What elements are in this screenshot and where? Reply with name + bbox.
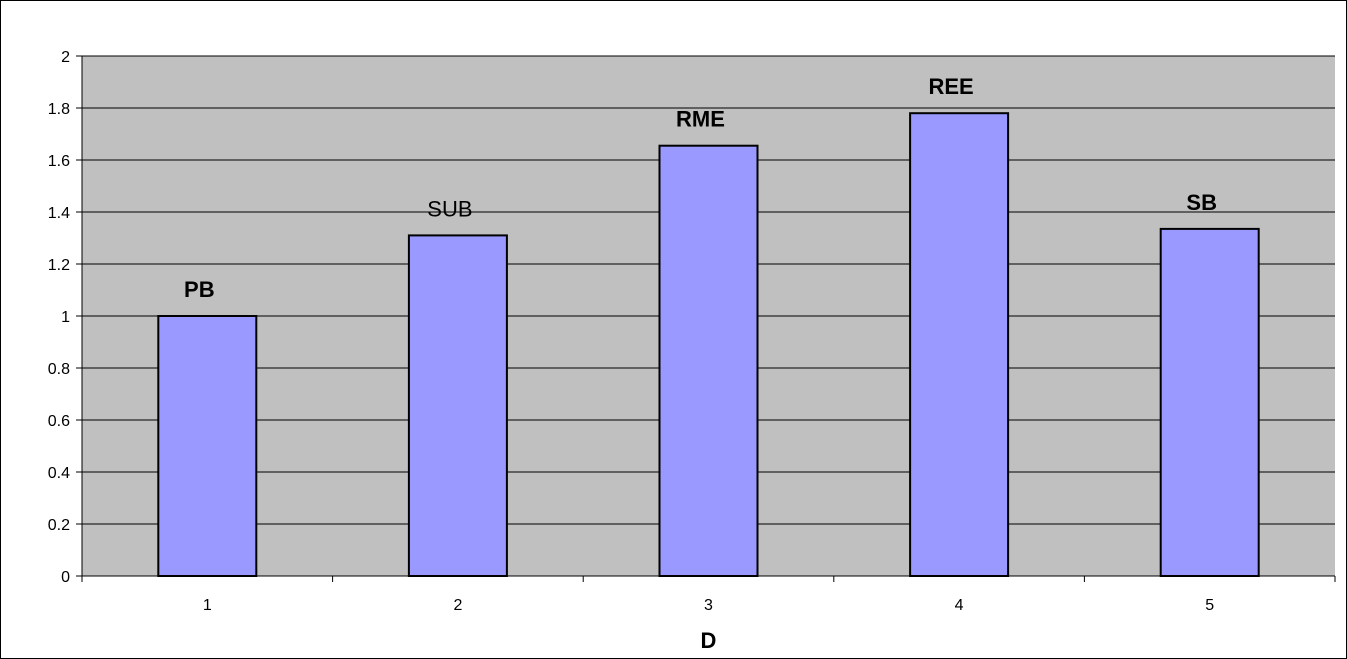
y-tick-label: 2	[61, 49, 70, 66]
bars	[157, 112, 1260, 577]
y-tick-label: 0.4	[48, 465, 70, 482]
bar-label: SUB	[427, 196, 472, 221]
y-tick-label: 0.2	[48, 517, 70, 534]
bar-labels: PB SUB RME REE SB	[184, 74, 1217, 302]
y-tick-label: 1	[61, 309, 70, 326]
y-axis: 0 0.2 0.4 0.6 0.8 1 1.2 1.4 1.6 1.8 2	[48, 49, 83, 586]
bar	[909, 112, 1010, 577]
x-axis: 1 2 3 4 5	[81, 575, 1336, 614]
bar	[1159, 227, 1260, 577]
bar-label: PB	[184, 277, 215, 302]
bar-label: REE	[928, 74, 973, 99]
y-tick-label: 1.8	[48, 101, 70, 118]
x-tick-label: 1	[203, 597, 212, 614]
y-tick-label: 1.2	[48, 257, 70, 274]
x-tick-label: 4	[955, 597, 964, 614]
y-tick-label: 1.4	[48, 205, 70, 222]
x-tick-label: 5	[1205, 597, 1214, 614]
y-tick-label: 1.6	[48, 153, 70, 170]
y-tick-label: 0	[61, 569, 70, 586]
bar-label: RME	[676, 107, 725, 132]
x-tick-label: 2	[453, 597, 462, 614]
bar	[407, 234, 508, 577]
y-tick-label: 0.6	[48, 413, 70, 430]
x-tick-label: 3	[704, 597, 713, 614]
x-axis-title: D	[701, 628, 717, 653]
y-tick-label: 0.8	[48, 361, 70, 378]
bar	[157, 315, 258, 577]
bar-label: SB	[1186, 190, 1217, 215]
bar	[658, 144, 759, 577]
